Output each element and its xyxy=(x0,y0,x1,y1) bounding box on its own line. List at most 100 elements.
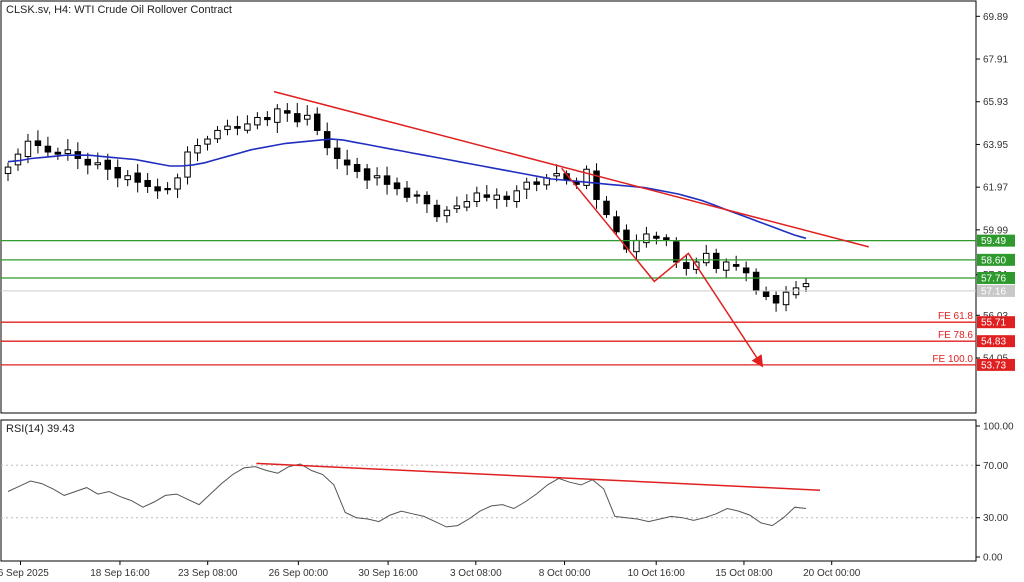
resistance-level-value: 58.60 xyxy=(981,255,1006,266)
bear-candle xyxy=(294,113,301,123)
bear-candle xyxy=(333,147,341,159)
x-tick-label: 3 Oct 08:00 xyxy=(450,568,502,579)
fib-level-value: 55.71 xyxy=(981,318,1006,329)
bear-candle xyxy=(533,181,540,185)
bull-candle xyxy=(24,140,32,158)
bear-candle xyxy=(114,167,121,179)
rsi-chart-layer xyxy=(1,462,976,528)
x-tick-label: 23 Sep 08:00 xyxy=(178,568,238,579)
rsi-line xyxy=(7,463,807,528)
bull-candle xyxy=(782,291,790,306)
bull-candle xyxy=(204,138,211,145)
resistance-level-badge xyxy=(977,253,1015,266)
chart-title: CLSK.sv, H4: WTI Crude Oil Rollover Cont… xyxy=(6,4,232,16)
resistance-level-badge xyxy=(977,271,1015,284)
fib-level-badge xyxy=(977,335,1015,348)
resistance-level-value: 57.76 xyxy=(981,273,1006,284)
x-tick-label: 8 Oct 00:00 xyxy=(539,568,591,579)
bear-candle xyxy=(413,194,421,197)
bear-candle xyxy=(772,294,780,304)
bear-candle xyxy=(623,229,630,250)
bear-candle xyxy=(613,216,620,233)
x-tick-label: 26 Sep 00:00 xyxy=(269,568,329,579)
bull-candle xyxy=(244,123,251,131)
bear-candle xyxy=(503,195,510,200)
fib-level-badge xyxy=(977,358,1015,371)
bear-candle xyxy=(762,291,770,298)
fib-level-badge xyxy=(977,316,1015,329)
bear-candle xyxy=(673,241,680,263)
rsi-trend-line xyxy=(256,462,821,491)
bear-candle xyxy=(154,186,161,192)
y-tick-label: 61.97 xyxy=(983,183,1008,194)
fib-level-value: 54.83 xyxy=(981,337,1006,348)
y-tick-label: 63.95 xyxy=(983,140,1008,151)
x-tick-label: 10 Oct 16:00 xyxy=(628,568,686,579)
fib-level-name: FE 61.8 xyxy=(938,311,973,322)
rsi-panel xyxy=(0,419,977,562)
bull-candle xyxy=(4,166,12,175)
bear-candle xyxy=(593,170,600,200)
bear-candle xyxy=(603,200,610,216)
bear-candle xyxy=(363,168,371,181)
bull-candle xyxy=(443,209,451,217)
bull-candle xyxy=(94,162,102,166)
bull-candle xyxy=(254,116,261,126)
bear-candle xyxy=(54,151,62,155)
y-tick-label: 59.99 xyxy=(983,225,1008,236)
bear-candle xyxy=(423,194,431,205)
bear-candle xyxy=(403,187,411,198)
resistance-level-value: 59.49 xyxy=(981,236,1006,247)
rsi-tick-label: 0.00 xyxy=(983,553,1003,564)
bull-candle xyxy=(304,114,311,120)
bull-candle xyxy=(373,175,381,179)
bear-candle xyxy=(164,188,171,191)
bull-candle xyxy=(274,108,281,123)
y-tick-label: 69.89 xyxy=(983,12,1008,23)
bear-candle xyxy=(742,267,750,274)
y-tick-label: 67.91 xyxy=(983,55,1008,66)
bear-candle xyxy=(653,235,660,239)
bear-candle xyxy=(483,194,491,198)
main-price-panel xyxy=(0,0,977,414)
bear-candle xyxy=(683,262,690,269)
bull-candle xyxy=(214,129,221,140)
bear-candle xyxy=(44,145,52,153)
bull-candle xyxy=(802,283,810,288)
bear-candle xyxy=(393,182,401,190)
bull-candle xyxy=(473,192,481,203)
bear-candle xyxy=(104,159,111,170)
x-tick-label: 20 Oct 00:00 xyxy=(803,568,861,579)
bull-candle xyxy=(453,205,461,210)
bull-candle xyxy=(14,153,22,166)
main-chart-layer: FE 61.8 FE 78.6 FE 100.0 xyxy=(1,90,976,368)
rsi-tick-label: 30.00 xyxy=(983,513,1008,524)
bull-candle xyxy=(722,261,730,271)
projection-zigzag xyxy=(561,167,764,368)
bull-candle xyxy=(493,194,501,200)
bull-candle xyxy=(513,190,520,203)
bear-candle xyxy=(343,159,351,166)
bull-candle xyxy=(553,173,560,177)
bear-candle xyxy=(144,179,151,188)
y-tick-label: 65.93 xyxy=(983,97,1008,108)
bull-candle xyxy=(174,177,181,190)
bear-candle xyxy=(313,113,321,131)
bear-candle xyxy=(84,158,92,166)
bull-candle xyxy=(523,181,530,190)
x-tick-label: 30 Sep 16:00 xyxy=(358,568,418,579)
x-tick-label: 18 Sep 16:00 xyxy=(90,568,150,579)
bull-candle xyxy=(643,233,650,244)
rsi-tick-label: 100.00 xyxy=(983,422,1014,433)
bear-candle xyxy=(752,271,760,291)
bull-candle xyxy=(633,239,640,253)
bull-candle xyxy=(194,145,201,154)
bear-candle xyxy=(34,140,42,147)
rsi-title: RSI(14) 39.43 xyxy=(6,423,74,435)
moving-average-line xyxy=(7,138,807,240)
bear-candle xyxy=(732,264,740,267)
bull-candle xyxy=(64,149,72,154)
bear-candle xyxy=(712,252,720,269)
fib-level-value: 53.73 xyxy=(981,360,1006,371)
